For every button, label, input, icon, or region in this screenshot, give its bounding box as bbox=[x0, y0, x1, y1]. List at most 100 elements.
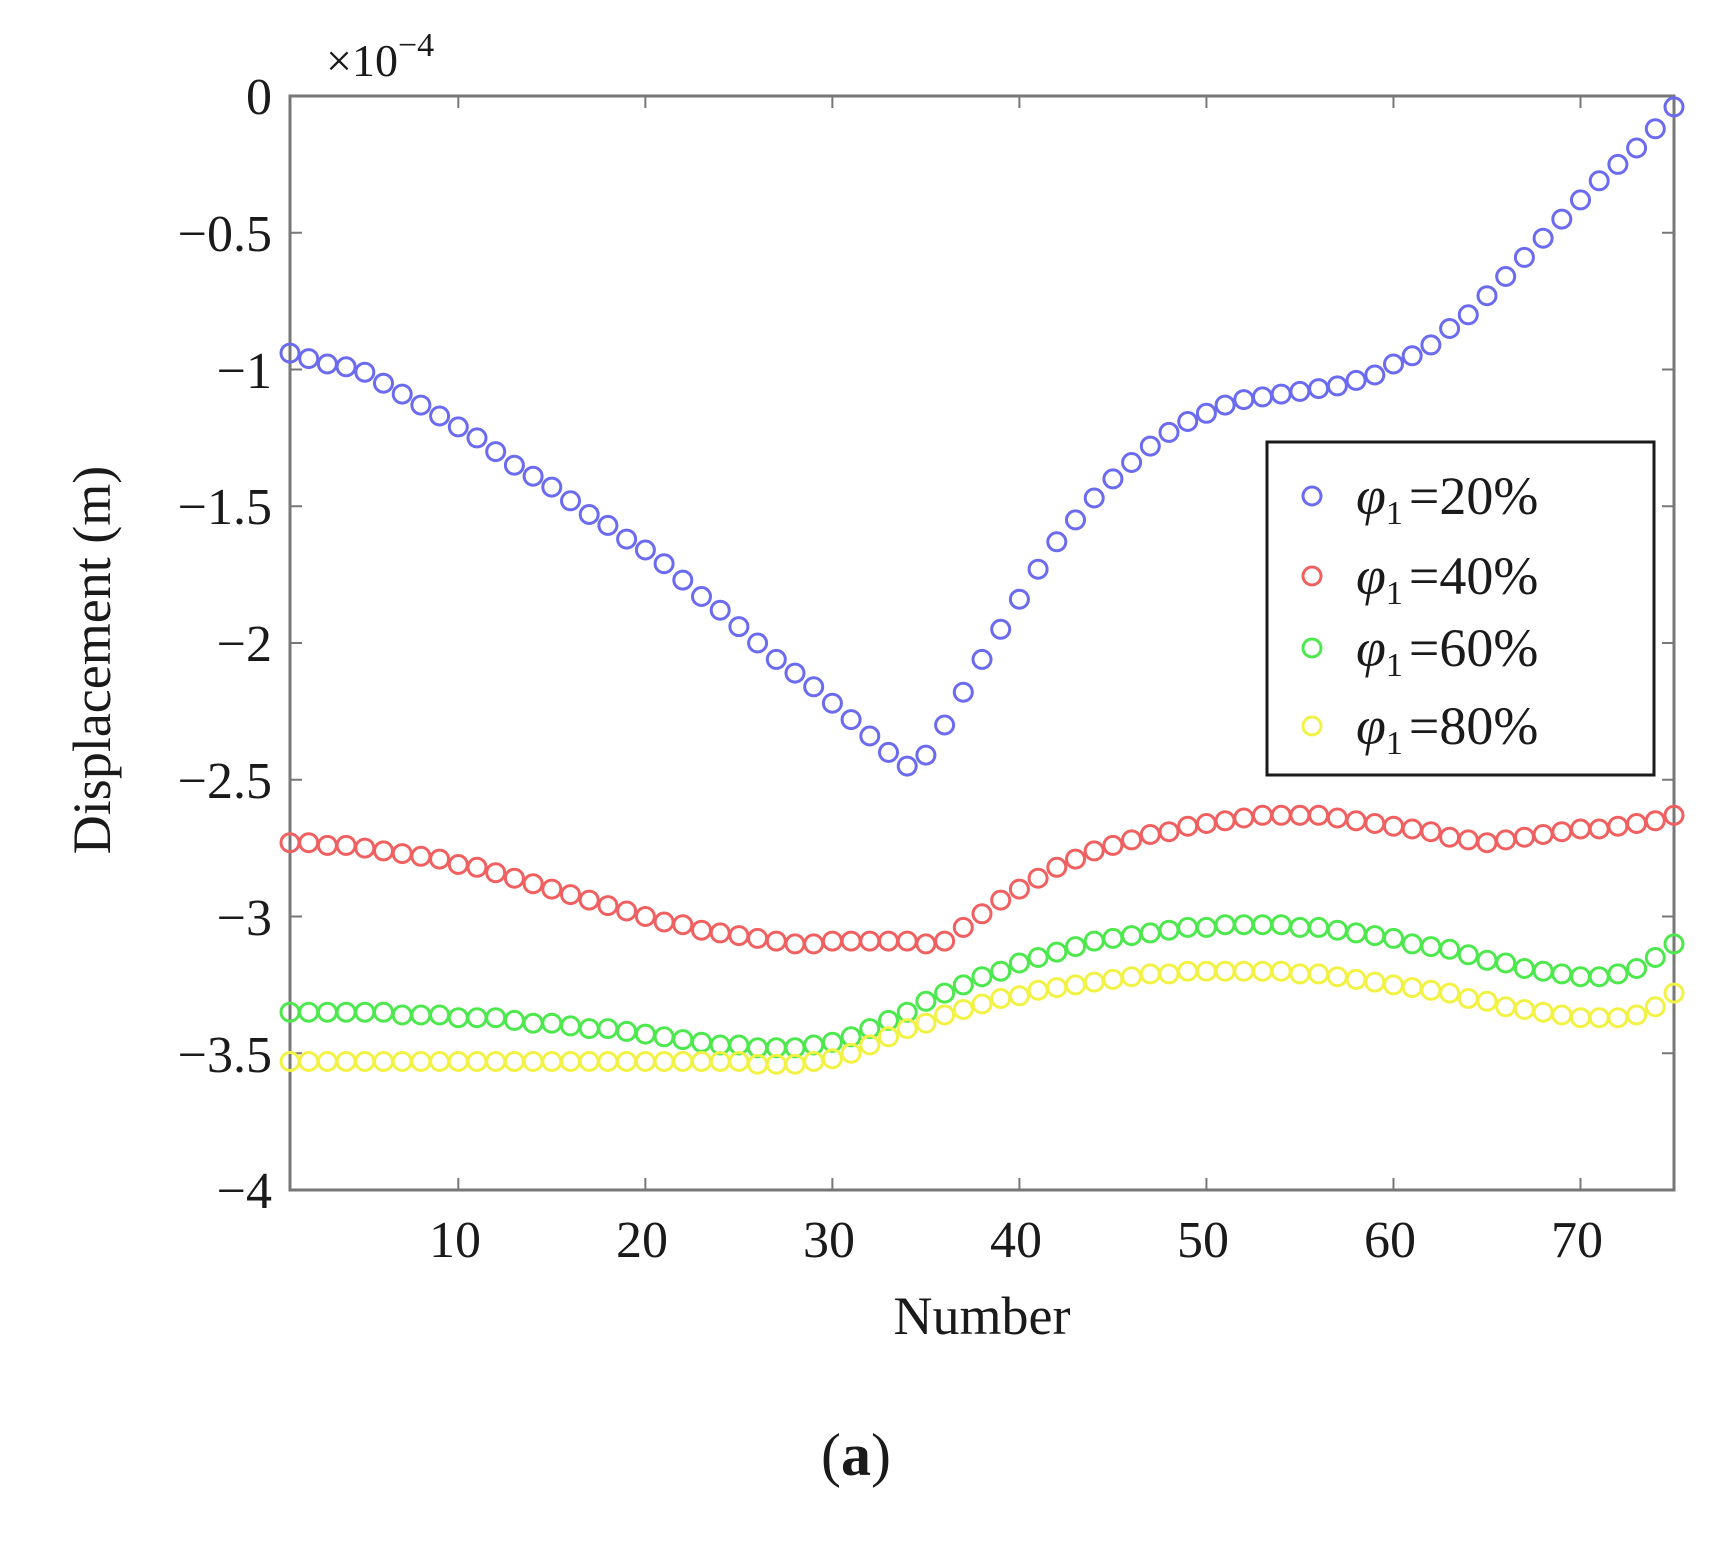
x-tick-label: 50 bbox=[1177, 1212, 1229, 1269]
data-point bbox=[316, 353, 338, 375]
data-point bbox=[1102, 927, 1124, 949]
data-point bbox=[1308, 963, 1330, 985]
data-points bbox=[279, 96, 1685, 1075]
data-point bbox=[335, 1001, 357, 1023]
data-point bbox=[1083, 930, 1105, 952]
data-point bbox=[1233, 960, 1255, 982]
data-point bbox=[634, 906, 656, 927]
data-point bbox=[1383, 815, 1404, 837]
data-point bbox=[1570, 818, 1591, 840]
data-point bbox=[765, 648, 787, 670]
data-point bbox=[1102, 968, 1124, 990]
data-point bbox=[447, 1051, 469, 1072]
y-tick-label: −3.5 bbox=[178, 1027, 272, 1084]
data-point bbox=[1177, 815, 1199, 837]
data-point bbox=[1364, 971, 1386, 993]
data-point bbox=[578, 504, 600, 525]
scale-exponent: −4 bbox=[398, 27, 434, 64]
data-point bbox=[1195, 916, 1217, 938]
data-point bbox=[316, 1001, 338, 1023]
data-point bbox=[1532, 824, 1554, 845]
data-point bbox=[1345, 369, 1367, 391]
data-point bbox=[1607, 963, 1629, 985]
data-point bbox=[1008, 985, 1030, 1007]
data-point bbox=[503, 1009, 525, 1031]
data-point bbox=[1083, 840, 1105, 862]
data-point bbox=[1270, 804, 1292, 826]
data-point bbox=[560, 490, 581, 512]
data-point bbox=[1401, 818, 1423, 840]
legend-marker-40 bbox=[1301, 565, 1323, 587]
data-point bbox=[597, 514, 619, 536]
data-point bbox=[1663, 933, 1685, 955]
data-point bbox=[1495, 996, 1517, 1018]
data-point bbox=[915, 990, 937, 1012]
data-point bbox=[747, 927, 769, 949]
data-point bbox=[616, 528, 638, 550]
data-point bbox=[1046, 941, 1068, 963]
data-point bbox=[1270, 383, 1292, 405]
y-axis-label: Displacement (m) bbox=[62, 466, 122, 854]
data-point bbox=[952, 974, 974, 996]
data-point bbox=[1476, 285, 1498, 307]
x-tick-labels: 10 20 30 40 50 60 70 bbox=[429, 1212, 1603, 1269]
y-tick-label: −4 bbox=[217, 1163, 272, 1220]
data-point bbox=[915, 1012, 937, 1034]
data-point bbox=[1626, 137, 1648, 159]
data-point bbox=[1195, 402, 1217, 424]
data-point bbox=[1626, 1004, 1648, 1026]
data-point bbox=[691, 586, 712, 607]
data-point bbox=[1420, 979, 1442, 1001]
data-point bbox=[522, 1051, 544, 1072]
data-point bbox=[1401, 977, 1423, 999]
data-point bbox=[1158, 919, 1180, 941]
data-point bbox=[728, 925, 750, 947]
data-point bbox=[1177, 411, 1199, 432]
data-point bbox=[1663, 96, 1685, 118]
x-tick-label: 20 bbox=[616, 1212, 668, 1269]
data-point bbox=[634, 539, 656, 561]
data-point bbox=[934, 714, 956, 736]
data-point bbox=[298, 832, 320, 854]
data-point bbox=[1083, 971, 1105, 993]
data-point bbox=[485, 1051, 507, 1072]
data-point bbox=[560, 884, 581, 906]
data-point bbox=[373, 1051, 394, 1072]
data-point bbox=[1457, 304, 1479, 326]
data-point bbox=[859, 1018, 881, 1040]
data-point bbox=[691, 1031, 712, 1053]
data-point bbox=[878, 1009, 899, 1031]
data-point bbox=[1383, 353, 1404, 375]
data-point bbox=[429, 1004, 451, 1026]
data-point bbox=[298, 1001, 320, 1023]
data-point bbox=[1027, 558, 1049, 580]
y-tick-label: −2 bbox=[217, 616, 272, 673]
data-point bbox=[391, 1004, 413, 1026]
data-point bbox=[1383, 927, 1404, 949]
y-tick-labels: 0 −0.5 −1 −1.5 −2 −2.5 −3 −3.5 −4 bbox=[178, 69, 272, 1220]
data-point bbox=[466, 1051, 488, 1072]
data-point bbox=[1532, 227, 1554, 249]
data-point bbox=[1289, 804, 1311, 826]
data-point bbox=[1495, 266, 1517, 287]
data-point bbox=[840, 930, 862, 952]
data-point bbox=[1626, 958, 1648, 979]
data-point bbox=[1476, 949, 1498, 971]
data-point bbox=[1289, 916, 1311, 938]
data-point bbox=[915, 744, 937, 766]
data-point bbox=[709, 599, 731, 621]
data-point bbox=[1046, 856, 1068, 878]
data-point bbox=[597, 895, 619, 917]
data-point bbox=[466, 856, 488, 878]
data-point bbox=[934, 982, 956, 1004]
data-point bbox=[1401, 345, 1423, 367]
data-point bbox=[1420, 936, 1442, 958]
data-point bbox=[1121, 966, 1143, 988]
data-point bbox=[1588, 170, 1610, 192]
y-tick-label: −1 bbox=[217, 343, 272, 400]
data-point bbox=[952, 999, 974, 1020]
data-point bbox=[672, 1029, 694, 1051]
data-point bbox=[1139, 922, 1161, 944]
data-point bbox=[447, 1007, 469, 1029]
y-tick-label: −0.5 bbox=[178, 206, 272, 263]
